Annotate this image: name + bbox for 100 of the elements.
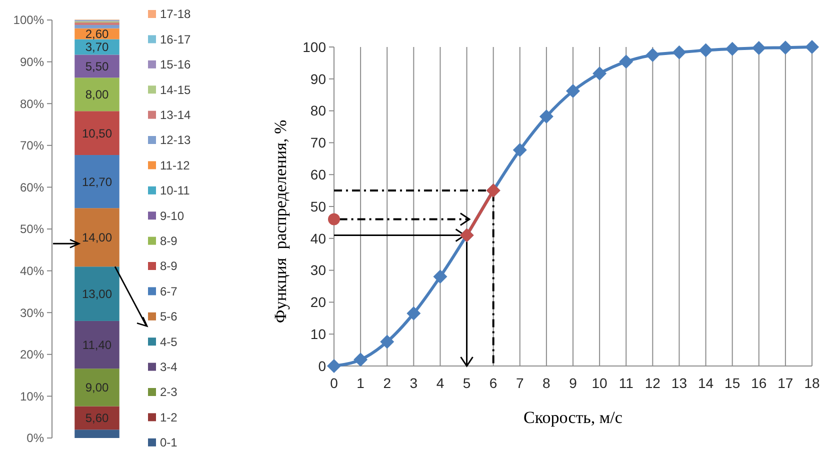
legend-label: 4-5 [160,334,178,349]
data-label: 3,70 [85,40,109,54]
point [406,306,421,320]
bar [74,22,120,26]
y-tick-label: 20% [20,348,44,362]
x-tick-label: 0 [330,375,338,391]
legend-label: 1-2 [160,410,178,424]
legend-label: 9-10 [160,208,184,223]
legend-label: 8-9 [160,234,178,248]
data-label: 5,60 [85,411,109,426]
data-label: 12,70 [82,174,112,189]
point [433,270,448,284]
legend-label: 13-14 [160,108,192,122]
legend-label: 0-1 [160,436,178,450]
x-tick-label: 10 [592,375,608,391]
y-tick-label: 100 [302,38,326,55]
y-tick-label: 100% [13,13,44,28]
point [566,84,580,98]
bar [74,320,120,369]
y-tick-label: 0% [26,431,44,446]
bar [74,208,120,267]
point [672,45,686,60]
x-tick-label: 4 [436,375,444,391]
legend-label: 5-6 [160,310,178,324]
point [354,352,368,367]
legend-label: 12-13 [160,133,192,148]
legend-label: 14-15 [160,82,192,97]
point [778,40,792,55]
x-tick-label: 5 [462,375,471,391]
data-label: 8,00 [85,88,109,102]
y-tick-label: 40 [310,230,326,246]
bar [74,111,120,156]
point [698,43,713,58]
x-tick-label: 2 [383,375,392,391]
x-tick-label: 18 [804,375,820,391]
point [327,359,341,373]
x-tick-label: 17 [778,375,794,391]
x-tick-label: 6 [489,375,498,391]
x-tick-label: 12 [644,375,661,391]
y-tick-label: 80% [20,96,44,111]
bar [74,155,120,208]
point [805,40,819,54]
y-tick-label: 20 [310,294,326,310]
y-tick-label: 90% [20,55,44,69]
bar [74,54,120,78]
y-tick-label: 90 [310,70,326,87]
y-tick-label: 60 [310,166,326,182]
y-tick-label: 60% [20,180,44,194]
x-axis-title: Скорость, м/с [524,408,623,427]
point [619,54,634,69]
legend-label: 15-16 [160,58,192,72]
bar [74,430,120,438]
legend-label: 17-18 [160,7,192,22]
data-label: 9,00 [85,380,109,395]
data-label: 2,60 [85,26,109,41]
legend-label: 2-3 [160,385,178,400]
data-label: 10,50 [82,126,112,140]
x-tick-label: 11 [618,375,634,391]
y-tick-label: 70 [310,134,326,151]
x-tick-label: 15 [724,375,740,391]
bar [74,368,120,406]
x-tick-label: 7 [516,375,524,391]
legend-label: 3-4 [160,360,178,374]
x-tick-label: 13 [671,375,688,391]
bar [74,406,120,430]
bar [74,78,120,112]
point [380,334,394,349]
data-label: 13,00 [82,286,112,301]
y-tick-label: 50% [20,222,44,236]
x-tick-label: 14 [698,375,714,391]
y-tick-label: 0 [318,358,326,374]
data-label: 5,50 [85,59,109,74]
point [512,143,527,158]
point [328,213,340,226]
legend-label: 10-11 [160,184,190,198]
point [646,48,660,62]
y-axis-title: Функция распределения, % [271,120,290,324]
y-tick-label: 50 [310,198,326,214]
y-tick-label: 30% [20,306,44,320]
legend-label: 8-9 [160,259,178,274]
y-tick-label: 40% [20,264,44,278]
legend-label: 16-17 [160,32,192,46]
y-tick-label: 80 [310,102,326,119]
point [725,42,740,56]
x-tick-label: 16 [751,375,767,391]
y-tick-label: 10 [310,326,326,342]
x-tick-label: 3 [410,375,418,391]
x-tick-label: 9 [569,375,578,391]
bar [74,25,120,28]
x-tick-label: 1 [356,375,365,391]
x-tick-label: 8 [542,375,551,391]
point [752,40,766,55]
data-label: 11,40 [82,338,112,352]
y-tick-label: 30 [310,262,326,278]
legend-label: 11-12 [160,158,190,172]
data-label: 14,00 [82,230,112,245]
y-tick-label: 10% [20,389,44,404]
bar [74,266,120,321]
point [539,110,554,124]
y-tick-label: 70% [20,138,44,153]
